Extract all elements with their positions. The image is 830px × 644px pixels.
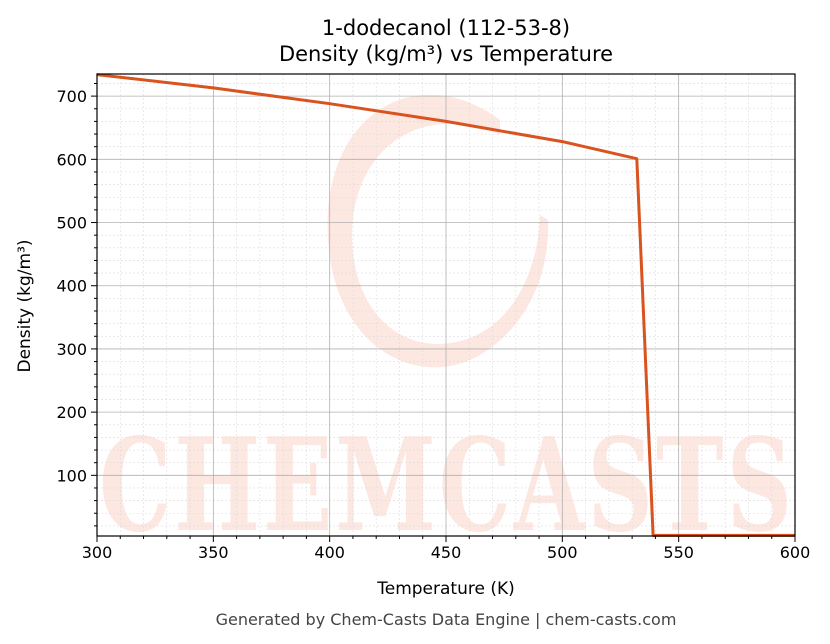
x-tick-label: 350 — [198, 543, 229, 562]
x-tick-label: 500 — [547, 543, 578, 562]
x-tick-label: 550 — [663, 543, 694, 562]
y-tick-label: 600 — [56, 150, 87, 169]
watermark-logo: CHEMCASTS — [99, 94, 795, 561]
watermark-swirl-shape — [327, 94, 549, 368]
x-tick-label: 300 — [82, 543, 113, 562]
y-axis-label: Density (kg/m³) — [15, 239, 35, 372]
x-axis-label: Temperature (K) — [376, 579, 515, 599]
chart-title: 1-dodecanol (112-53-8) — [322, 16, 570, 40]
y-tick-label: 500 — [56, 214, 87, 233]
y-tick-label: 700 — [56, 87, 87, 106]
chart-subtitle: Density (kg/m³) vs Temperature — [279, 42, 613, 66]
y-tick-label: 300 — [56, 340, 87, 359]
watermark-text: CHEMCASTS — [99, 411, 795, 561]
y-tick-label: 400 — [56, 277, 87, 296]
watermark-swirl-icon — [327, 94, 549, 368]
x-axis-ticks: 300 350 400 450 500 550 600 — [82, 536, 811, 562]
x-tick-label: 450 — [431, 543, 462, 562]
y-axis-ticks: 100 200 300 400 500 600 700 — [56, 82, 97, 527]
y-tick-label: 100 — [56, 466, 87, 485]
footer-credit: Generated by Chem-Casts Data Engine | ch… — [216, 610, 677, 629]
x-tick-label: 600 — [780, 543, 811, 562]
y-tick-label: 200 — [56, 403, 87, 422]
x-tick-label: 400 — [314, 543, 345, 562]
